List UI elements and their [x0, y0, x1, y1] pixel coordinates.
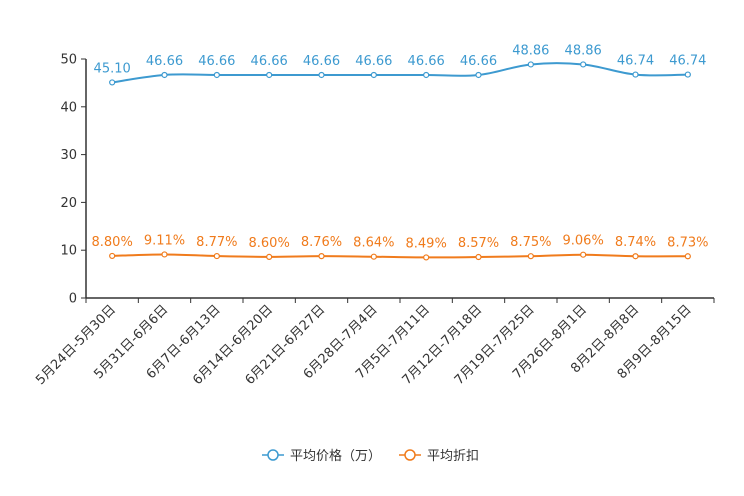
legend-marker-icon [267, 449, 279, 461]
data-point [684, 71, 691, 78]
data-point [580, 251, 587, 258]
data-point [161, 251, 168, 258]
y-tick-label: 10 [60, 244, 77, 259]
data-label: 48.86 [512, 43, 549, 58]
legend-label: 平均价格（万） [290, 448, 381, 464]
data-label: 8.74% [615, 235, 656, 250]
data-point [423, 254, 430, 261]
data-label: 46.66 [355, 54, 392, 69]
x-axis-ticks: 5月24日-5月30日5月31日-6月6日6月7日-6月13日6月14日-6月2… [33, 298, 715, 388]
data-point [475, 253, 482, 261]
data-label: 9.06% [563, 234, 604, 249]
data-label: 46.66 [460, 54, 497, 69]
chart-series: 45.10 46.66 46.66 46.66 46.66 46.66 46.66 46.66… [92, 43, 708, 261]
data-point [423, 71, 430, 79]
data-point [266, 71, 273, 79]
legend-marker-icon [404, 449, 416, 461]
data-point [109, 79, 116, 86]
y-tick-label: 30 [60, 148, 77, 163]
data-point [161, 71, 168, 79]
y-tick-label: 50 [60, 53, 77, 68]
data-label: 45.10 [94, 61, 131, 76]
data-label: 8.75% [510, 235, 551, 250]
y-axis-ticks: 0 10 20 30 40 50 [60, 53, 86, 307]
data-label: 48.86 [565, 43, 602, 58]
data-point [684, 253, 691, 260]
data-label: 9.11% [144, 233, 185, 248]
series-line [112, 62, 688, 84]
chart-legend[interactable]: 平均价格（万） 平均折扣 [262, 448, 479, 464]
data-point [632, 253, 639, 260]
legend-item-1[interactable]: 平均折扣 [399, 449, 479, 464]
data-point [632, 71, 639, 78]
y-tick-label: 40 [60, 100, 77, 115]
data-point [475, 71, 482, 79]
data-label: 46.74 [617, 54, 654, 69]
data-point [370, 253, 377, 260]
data-label: 46.66 [303, 54, 340, 69]
data-label: 46.74 [669, 54, 706, 69]
data-label: 8.64% [353, 236, 394, 251]
data-point [370, 71, 377, 79]
data-label: 8.73% [667, 235, 708, 250]
y-tick-label: 20 [60, 196, 77, 211]
legend-label: 平均折扣 [427, 449, 479, 464]
data-point [213, 252, 220, 260]
series-1: 8.80% 9.11% 8.77% 8.60% 8.76% 8.64% 8.49% 8.57%… [92, 233, 708, 261]
series-0: 45.10 46.66 46.66 46.66 46.66 46.66 46.66 46.66… [94, 43, 706, 86]
data-point [109, 252, 116, 260]
data-label: 8.49% [406, 236, 447, 251]
data-point [527, 61, 534, 68]
data-point [318, 253, 325, 260]
data-label: 8.57% [458, 236, 499, 251]
data-label: 46.66 [408, 54, 445, 69]
data-point [527, 253, 534, 260]
y-tick-label: 0 [69, 292, 77, 307]
chart-axes [85, 59, 714, 299]
data-point [266, 253, 273, 260]
data-label: 8.76% [301, 235, 342, 250]
data-point [213, 71, 220, 79]
data-label: 46.66 [146, 54, 183, 69]
data-label: 8.60% [249, 236, 290, 251]
legend-item-0[interactable]: 平均价格（万） [262, 448, 381, 464]
data-point [318, 71, 325, 79]
data-label: 46.66 [251, 54, 288, 69]
series-line [112, 253, 688, 259]
data-point [580, 61, 587, 68]
data-label: 8.80% [92, 235, 133, 250]
data-label: 8.77% [196, 235, 237, 250]
data-label: 46.66 [198, 54, 235, 69]
